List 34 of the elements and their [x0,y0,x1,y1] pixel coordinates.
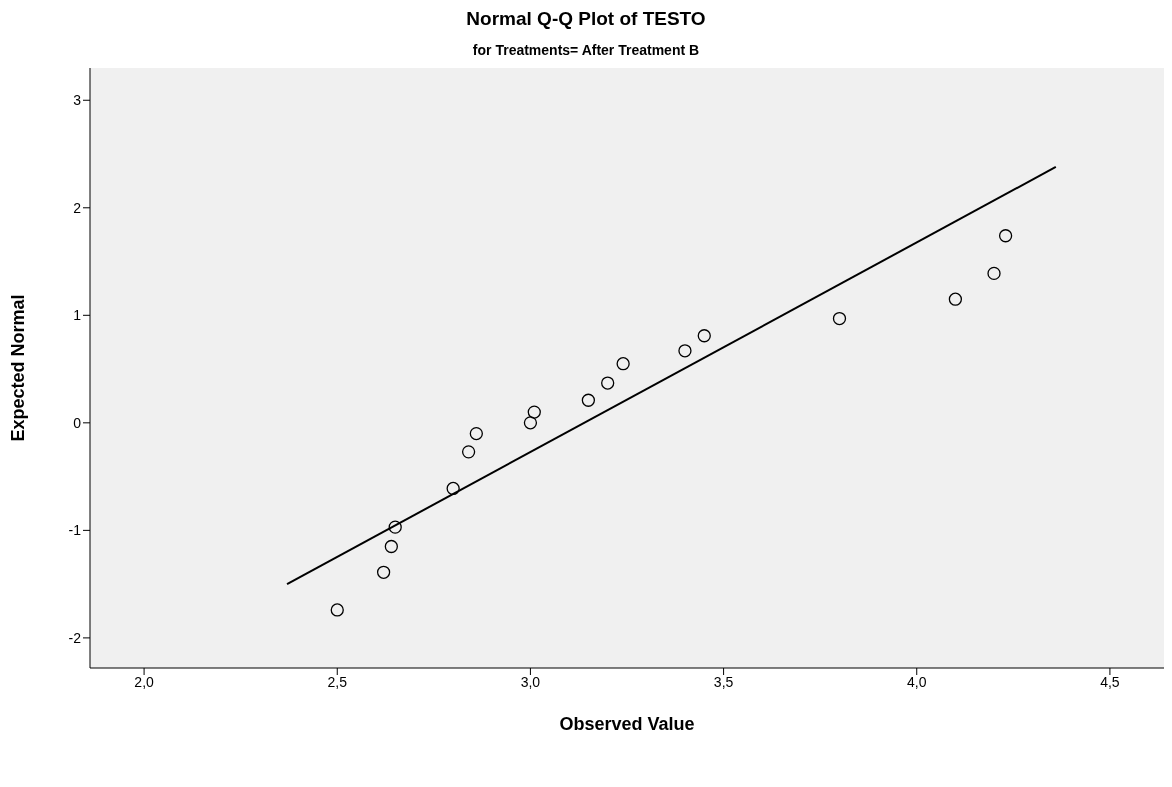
y-tick-label: 1 [73,307,82,324]
y-tick-label: 0 [73,414,82,431]
point [987,266,1001,281]
x-tick-label: 3,0 [520,673,541,690]
y-axis-title: Expected Normal [8,294,29,442]
point [998,229,1013,243]
point [832,311,847,326]
x-tick-label: 2,0 [134,673,155,690]
y-tick-label: 2 [73,199,82,216]
point [601,376,615,390]
y-tick-label: -1 [68,522,82,539]
point [330,603,344,617]
chart-subtitle: for Treatments= After Treatment B [471,42,701,58]
point [581,393,596,407]
y-tick-label: 3 [73,92,82,109]
point [384,539,398,554]
point [948,292,963,306]
point [376,565,391,579]
x-tick-label: 2,5 [327,673,348,690]
chart-title: Normal Q-Q Plot of TESTO [465,8,707,30]
point [523,416,538,430]
x-tick-label: 4,0 [907,673,927,690]
point [446,481,460,496]
x-tick-label: 3,5 [713,673,734,690]
x-tick-label: 4,5 [1100,673,1120,690]
point [388,520,402,534]
x-axis-title: Observed Value [559,714,695,734]
point [678,344,692,358]
point [616,357,630,371]
point [697,329,711,343]
point [469,426,483,441]
y-tick-label: -2 [68,629,82,646]
point [527,405,541,419]
point [461,445,476,459]
